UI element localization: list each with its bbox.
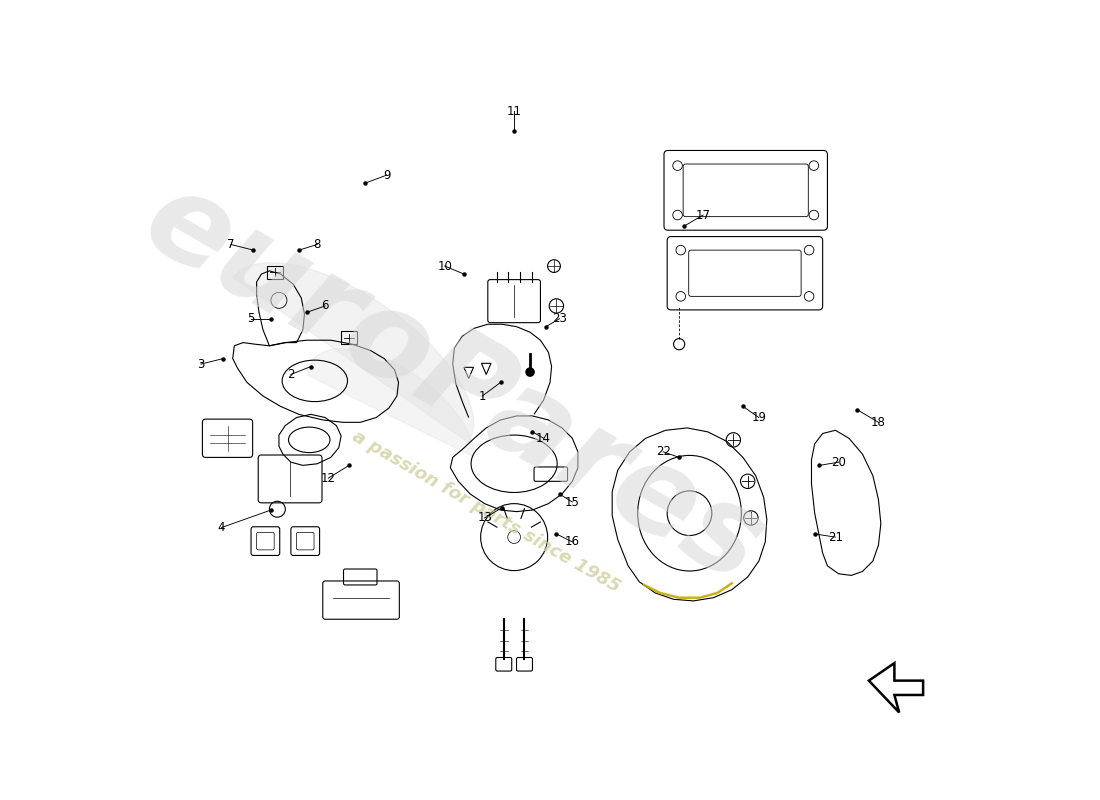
Text: 20: 20 bbox=[832, 456, 846, 469]
Text: a passion for parts since 1985: a passion for parts since 1985 bbox=[349, 427, 624, 596]
Text: 18: 18 bbox=[871, 416, 886, 429]
Text: 21: 21 bbox=[828, 530, 843, 544]
Text: 14: 14 bbox=[536, 432, 551, 445]
Text: 16: 16 bbox=[564, 535, 580, 549]
Text: 13: 13 bbox=[477, 511, 492, 525]
Text: 7: 7 bbox=[228, 238, 235, 251]
Text: 19: 19 bbox=[751, 411, 767, 424]
Text: 22: 22 bbox=[656, 446, 671, 458]
Text: 12: 12 bbox=[321, 472, 336, 485]
Circle shape bbox=[526, 367, 535, 377]
Text: 15: 15 bbox=[565, 495, 580, 509]
Polygon shape bbox=[233, 262, 474, 442]
Text: 8: 8 bbox=[314, 238, 321, 251]
Text: 23: 23 bbox=[552, 312, 567, 325]
Text: 1: 1 bbox=[478, 390, 486, 402]
Text: 10: 10 bbox=[438, 259, 452, 273]
Polygon shape bbox=[308, 349, 474, 457]
Text: 4: 4 bbox=[218, 521, 226, 534]
Text: 9: 9 bbox=[383, 169, 390, 182]
Text: 11: 11 bbox=[507, 105, 521, 118]
Text: 5: 5 bbox=[248, 312, 255, 325]
Text: 3: 3 bbox=[197, 358, 205, 370]
Text: 17: 17 bbox=[695, 209, 711, 222]
Text: euroPares: euroPares bbox=[124, 160, 784, 608]
Text: 6: 6 bbox=[321, 299, 329, 313]
Text: 2: 2 bbox=[287, 368, 295, 381]
